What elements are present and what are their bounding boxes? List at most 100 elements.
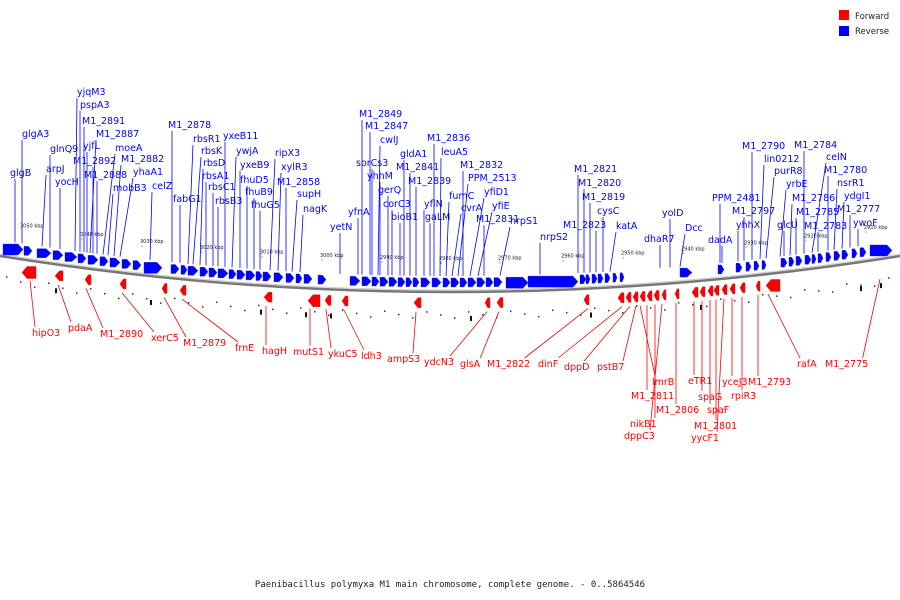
gene-label-yjfl: yjfL bbox=[83, 141, 101, 152]
scale-tick-label: 3030 kbp bbox=[140, 239, 164, 245]
gene-label-suph: supH bbox=[297, 189, 321, 200]
gene-label-frne: frnE bbox=[235, 343, 254, 354]
chromosome-backbone bbox=[0, 254, 900, 294]
gene-label-spag: spaG bbox=[698, 392, 722, 403]
gene-label-m1-2801: M1_2801 bbox=[694, 421, 737, 432]
reverse-gene-arrow bbox=[109, 257, 121, 268]
gene-label-nikb1: nikB1 bbox=[630, 419, 657, 430]
forward-gene-arrow bbox=[263, 291, 273, 303]
forward-gene-arrow bbox=[639, 291, 646, 302]
label-leader bbox=[639, 305, 656, 377]
label-leader bbox=[862, 279, 881, 359]
scale-tick-label: 3010 kbp bbox=[260, 250, 284, 256]
forward-gene-arrow bbox=[307, 294, 321, 307]
track-dot bbox=[510, 310, 512, 313]
forward-gene-arrow bbox=[341, 295, 349, 307]
gene-label-nsrr1: nsrR1 bbox=[837, 178, 865, 189]
gene-label-glcu: glcU bbox=[777, 220, 798, 231]
track-marker bbox=[150, 300, 152, 305]
track-dot bbox=[6, 276, 8, 278]
reverse-gene-arrow bbox=[349, 276, 361, 286]
reverse-gene-arrow bbox=[585, 274, 591, 284]
scale-tick-label: 2930 kbp bbox=[744, 240, 768, 246]
forward-gene-arrow bbox=[583, 294, 590, 305]
gene-label-gerq: gerQ bbox=[378, 185, 401, 196]
track-dot bbox=[90, 288, 92, 290]
gene-label-ripx3: ripX3 bbox=[275, 148, 300, 159]
track-dot bbox=[622, 312, 624, 314]
reverse-gene-arrow bbox=[397, 277, 406, 287]
track-dot bbox=[286, 312, 288, 315]
label-leader bbox=[57, 284, 72, 323]
forward-gene-arrow bbox=[755, 280, 761, 292]
forward-gene-arrow bbox=[179, 285, 187, 296]
reverse-gene-arrow bbox=[753, 261, 760, 271]
label-leader bbox=[192, 156, 202, 265]
label-leader bbox=[445, 201, 450, 277]
scale-tick-label: 2970 kbp bbox=[498, 256, 522, 262]
forward-gene-arrow bbox=[617, 292, 625, 304]
reverse-gene-arrow bbox=[493, 277, 503, 287]
scale-tick-label: 3040 kbp bbox=[80, 232, 104, 238]
track-dot bbox=[538, 315, 540, 318]
reverse-gene-arrow bbox=[303, 274, 313, 284]
track-dot bbox=[34, 286, 36, 289]
track-dot bbox=[356, 312, 358, 315]
reverse-gene-arrow bbox=[612, 272, 618, 283]
gene-label-m1-2849: M1_2849 bbox=[359, 109, 402, 120]
reverse-gene-arrow bbox=[361, 276, 372, 286]
reverse-gene-arrow bbox=[2, 243, 24, 256]
scale-tick-label: 2960 kbp bbox=[561, 254, 585, 260]
reverse-gene-arrow bbox=[811, 254, 817, 264]
label-leader bbox=[343, 309, 365, 351]
label-leader bbox=[499, 226, 511, 276]
gene-label-fumc: fumC bbox=[449, 191, 475, 202]
gene-label-pstb7: pstB7 bbox=[597, 362, 624, 373]
label-leader bbox=[412, 311, 417, 354]
gene-label-m1-2836: M1_2836 bbox=[427, 133, 470, 144]
gene-label-yrbe: yrbE bbox=[786, 179, 808, 190]
reverse-gene-arrow bbox=[476, 277, 486, 288]
track-dot bbox=[594, 307, 596, 310]
track-dot bbox=[706, 305, 708, 308]
gene-label-xylr3: xylR3 bbox=[281, 162, 308, 173]
reverse-gene-arrow bbox=[505, 277, 529, 289]
reverse-gene-arrow bbox=[745, 261, 752, 272]
reverse-gene-arrow bbox=[236, 270, 246, 280]
label-leader bbox=[583, 305, 631, 362]
track-marker bbox=[590, 312, 592, 318]
label-leader bbox=[479, 311, 500, 359]
track-dot bbox=[664, 309, 666, 311]
reverse-gene-arrow bbox=[273, 272, 284, 282]
gene-label-m1-2793: M1_2793 bbox=[748, 377, 791, 388]
track-dot bbox=[244, 309, 246, 312]
gene-label-m1-2821: M1_2821 bbox=[574, 164, 617, 175]
forward-gene-arrow bbox=[653, 290, 660, 301]
forward-gene-arrow bbox=[161, 283, 168, 294]
gene-label-m1-2797: M1_2797 bbox=[732, 206, 775, 217]
gene-label-m1-2891: M1_2891 bbox=[82, 116, 125, 127]
gene-label-sorcs3: sorCs3 bbox=[356, 158, 388, 169]
gene-label-m1-2784: M1_2784 bbox=[794, 140, 837, 151]
label-leader bbox=[789, 203, 793, 256]
forward-gene-arrow bbox=[739, 282, 746, 293]
label-leader bbox=[121, 292, 155, 333]
legend-label-forward: Forward bbox=[855, 12, 889, 22]
forward-gene-arrow bbox=[496, 297, 504, 308]
label-leader bbox=[41, 174, 47, 247]
forward-gene-arrow bbox=[324, 295, 332, 306]
forward-gene-arrow bbox=[413, 297, 422, 309]
scale-tick-label: 2950 kbp bbox=[621, 251, 645, 257]
reverse-gene-arrow bbox=[228, 269, 237, 279]
gene-label-rbsk: rbsK bbox=[201, 146, 223, 157]
reverse-gene-arrow bbox=[795, 256, 803, 266]
reverse-gene-arrow bbox=[485, 277, 494, 287]
reverse-gene-arrow bbox=[825, 252, 832, 262]
gene-label-fhub9: fhuB9 bbox=[245, 187, 273, 198]
track-marker bbox=[700, 304, 702, 310]
gene-label-leua5: leuA5 bbox=[441, 147, 468, 158]
gene-label-m1-2831: M1_2831 bbox=[476, 214, 519, 225]
track-dot bbox=[566, 311, 568, 314]
reverse-gene-arrow bbox=[379, 277, 389, 287]
gene-label-fhug5: fhuG5 bbox=[251, 200, 280, 211]
